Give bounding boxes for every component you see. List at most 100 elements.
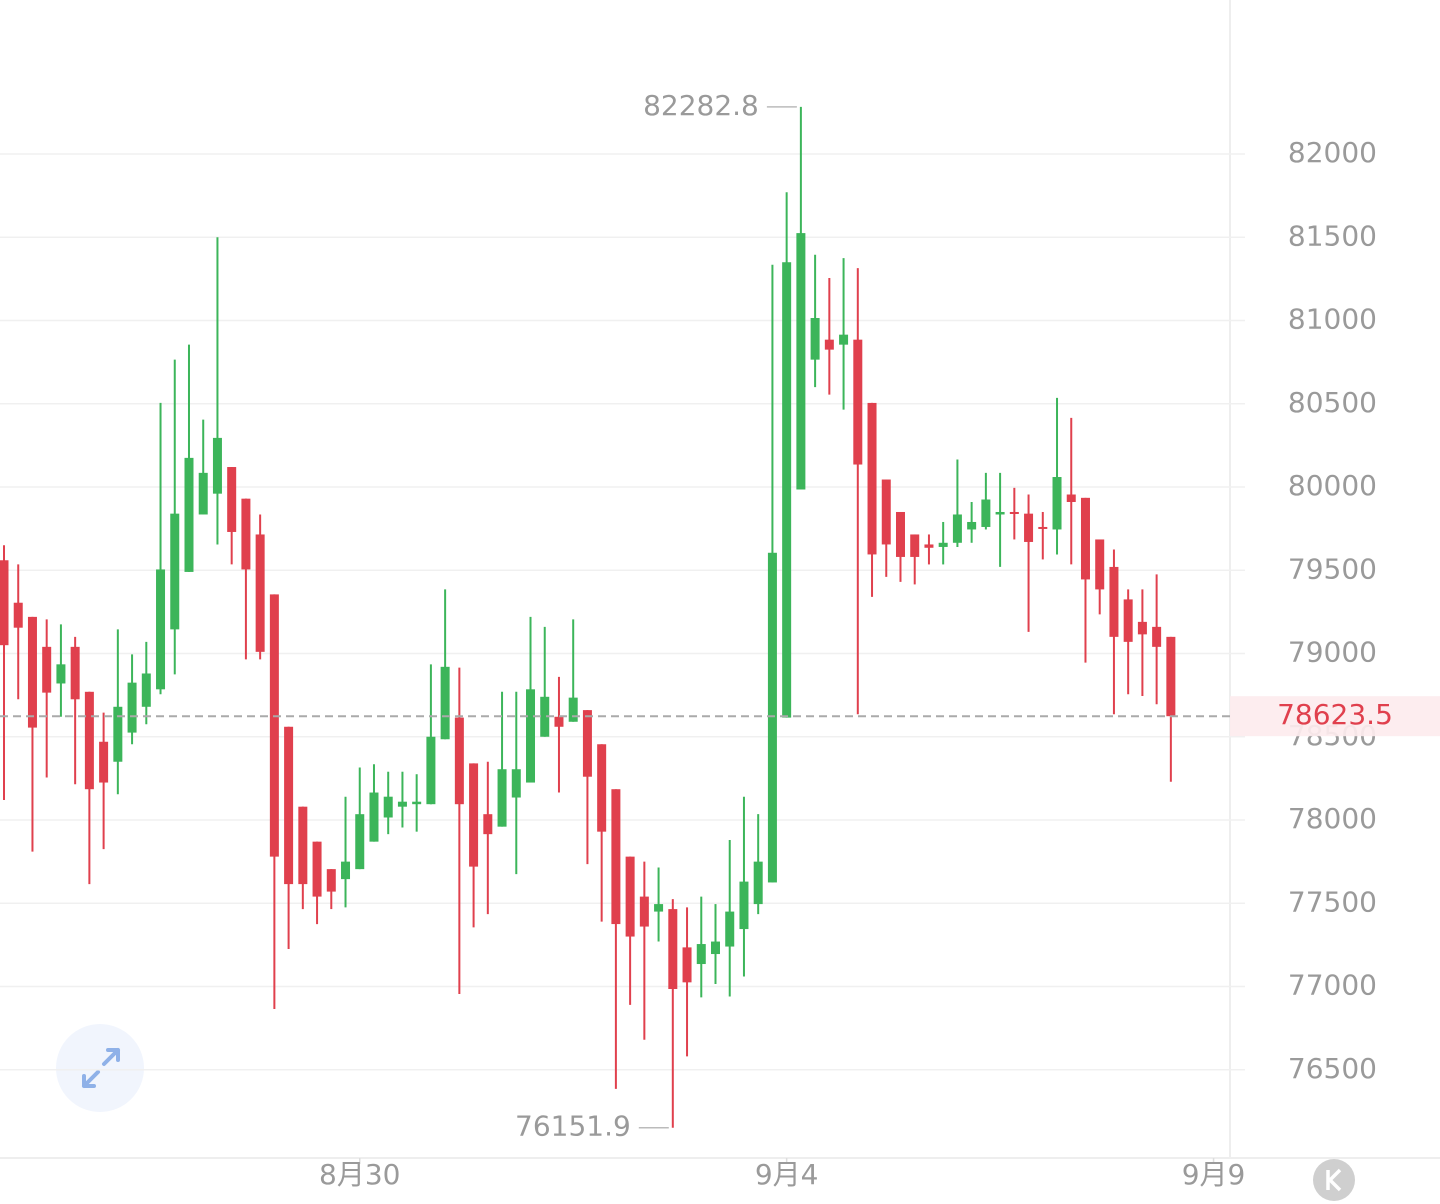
candle-body xyxy=(867,402,877,555)
candle-body xyxy=(910,534,920,557)
candle-body xyxy=(269,594,279,857)
candle-body xyxy=(454,717,464,805)
candle-body xyxy=(625,856,635,937)
candle-body xyxy=(981,499,991,527)
candle-body xyxy=(212,437,222,494)
candle-body xyxy=(511,769,521,798)
candle-body xyxy=(341,861,351,880)
y-tick-label: 82000 xyxy=(1288,136,1377,169)
candle-body xyxy=(668,909,678,990)
candle-body xyxy=(426,736,436,805)
candle-body xyxy=(42,646,52,693)
candle-body xyxy=(739,881,749,930)
candle-body xyxy=(241,498,251,570)
last-price-box xyxy=(1230,696,1440,737)
candle-body xyxy=(84,691,94,790)
y-tick-label: 80500 xyxy=(1288,386,1377,419)
candle-body xyxy=(298,806,308,885)
candle-body xyxy=(554,716,564,727)
y-tick-label: 79500 xyxy=(1288,552,1377,585)
candle-body xyxy=(810,318,820,360)
candle-body xyxy=(440,666,450,740)
candle-body xyxy=(1038,526,1048,529)
y-tick-label: 77500 xyxy=(1288,885,1377,918)
candle-body xyxy=(597,744,607,832)
candle-body xyxy=(127,682,137,733)
candle-body xyxy=(1066,494,1076,502)
y-tick-label: 81500 xyxy=(1288,219,1377,252)
candle-body xyxy=(469,763,479,867)
candle-body xyxy=(198,472,208,515)
candle-body xyxy=(696,944,706,965)
candle-body xyxy=(1080,497,1090,580)
low-label: 76151.9 xyxy=(515,1110,631,1143)
candle-body xyxy=(639,896,649,927)
candle-body xyxy=(895,511,905,557)
candle-body xyxy=(255,534,265,652)
candle-body xyxy=(839,334,849,345)
candle-body xyxy=(312,841,322,897)
candle-body xyxy=(881,479,891,545)
candle-body xyxy=(497,769,507,827)
y-tick-label: 76500 xyxy=(1288,1052,1377,1085)
candle-body xyxy=(1152,626,1162,647)
y-tick-label: 81000 xyxy=(1288,303,1377,336)
x-tick-label: 9月4 xyxy=(755,1158,819,1191)
candle-body xyxy=(227,467,237,532)
candle-body xyxy=(0,560,9,646)
candle-body xyxy=(540,696,550,737)
x-tick-label: 8月30 xyxy=(319,1158,400,1191)
k-icon[interactable] xyxy=(1326,1168,1342,1192)
k-circle[interactable] xyxy=(1313,1159,1355,1201)
candle-body xyxy=(284,726,294,885)
y-tick-label: 80000 xyxy=(1288,469,1377,502)
candle-body xyxy=(1137,621,1147,635)
candle-body xyxy=(526,689,536,783)
candle-body xyxy=(753,861,763,905)
candle-body xyxy=(355,814,365,870)
candle-body xyxy=(796,233,806,490)
candle-body xyxy=(1095,539,1105,590)
candle-body xyxy=(853,339,863,465)
y-tick-label: 79000 xyxy=(1288,636,1377,669)
candle-body xyxy=(326,869,336,892)
candle-body xyxy=(13,602,23,628)
candle-body xyxy=(824,339,834,350)
expand-icon[interactable] xyxy=(82,1048,120,1088)
last-price-label: 78623.5 xyxy=(1277,698,1393,731)
candle-body xyxy=(952,514,962,543)
high-label: 82282.8 xyxy=(643,89,759,122)
candle-body xyxy=(141,673,151,707)
expand-button[interactable] xyxy=(56,1024,144,1112)
candle-body xyxy=(383,796,393,818)
candle-body xyxy=(938,542,948,547)
candle-body xyxy=(113,706,123,762)
candle-body xyxy=(70,646,80,700)
y-tick-label: 77000 xyxy=(1288,969,1377,1002)
candle-body xyxy=(582,710,592,777)
candle-body xyxy=(412,801,422,805)
candle-body xyxy=(27,616,37,728)
candle-body xyxy=(654,904,664,912)
candle-body xyxy=(369,792,379,842)
candle-body xyxy=(1009,511,1019,514)
candle-body xyxy=(711,941,720,955)
candle-body xyxy=(1166,636,1176,717)
candle-body xyxy=(995,511,1005,515)
candle-body xyxy=(1109,566,1119,637)
candle-body xyxy=(397,801,407,807)
k-button[interactable] xyxy=(1313,1159,1355,1201)
candle-body xyxy=(924,544,934,548)
candle-body xyxy=(767,552,777,883)
candle-body xyxy=(611,789,621,925)
candle-body xyxy=(782,262,792,718)
y-tick-label: 78000 xyxy=(1288,802,1377,835)
candle-body xyxy=(483,814,493,835)
candle-body xyxy=(170,513,180,630)
candle-body xyxy=(1024,513,1034,542)
candle-body xyxy=(1052,477,1062,530)
candle-body xyxy=(156,569,166,690)
candle-body xyxy=(682,947,692,983)
expand-circle[interactable] xyxy=(56,1024,144,1112)
